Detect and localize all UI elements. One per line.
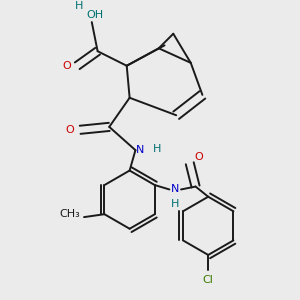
Text: N: N (171, 184, 179, 194)
Text: H: H (171, 199, 179, 209)
Text: O: O (63, 61, 71, 71)
Text: OH: OH (86, 10, 103, 20)
Text: H: H (74, 1, 83, 11)
Text: O: O (66, 125, 74, 135)
Text: Cl: Cl (203, 275, 214, 285)
Text: CH₃: CH₃ (59, 209, 80, 219)
Text: O: O (194, 152, 203, 162)
Text: H: H (153, 144, 161, 154)
Text: N: N (136, 145, 144, 155)
